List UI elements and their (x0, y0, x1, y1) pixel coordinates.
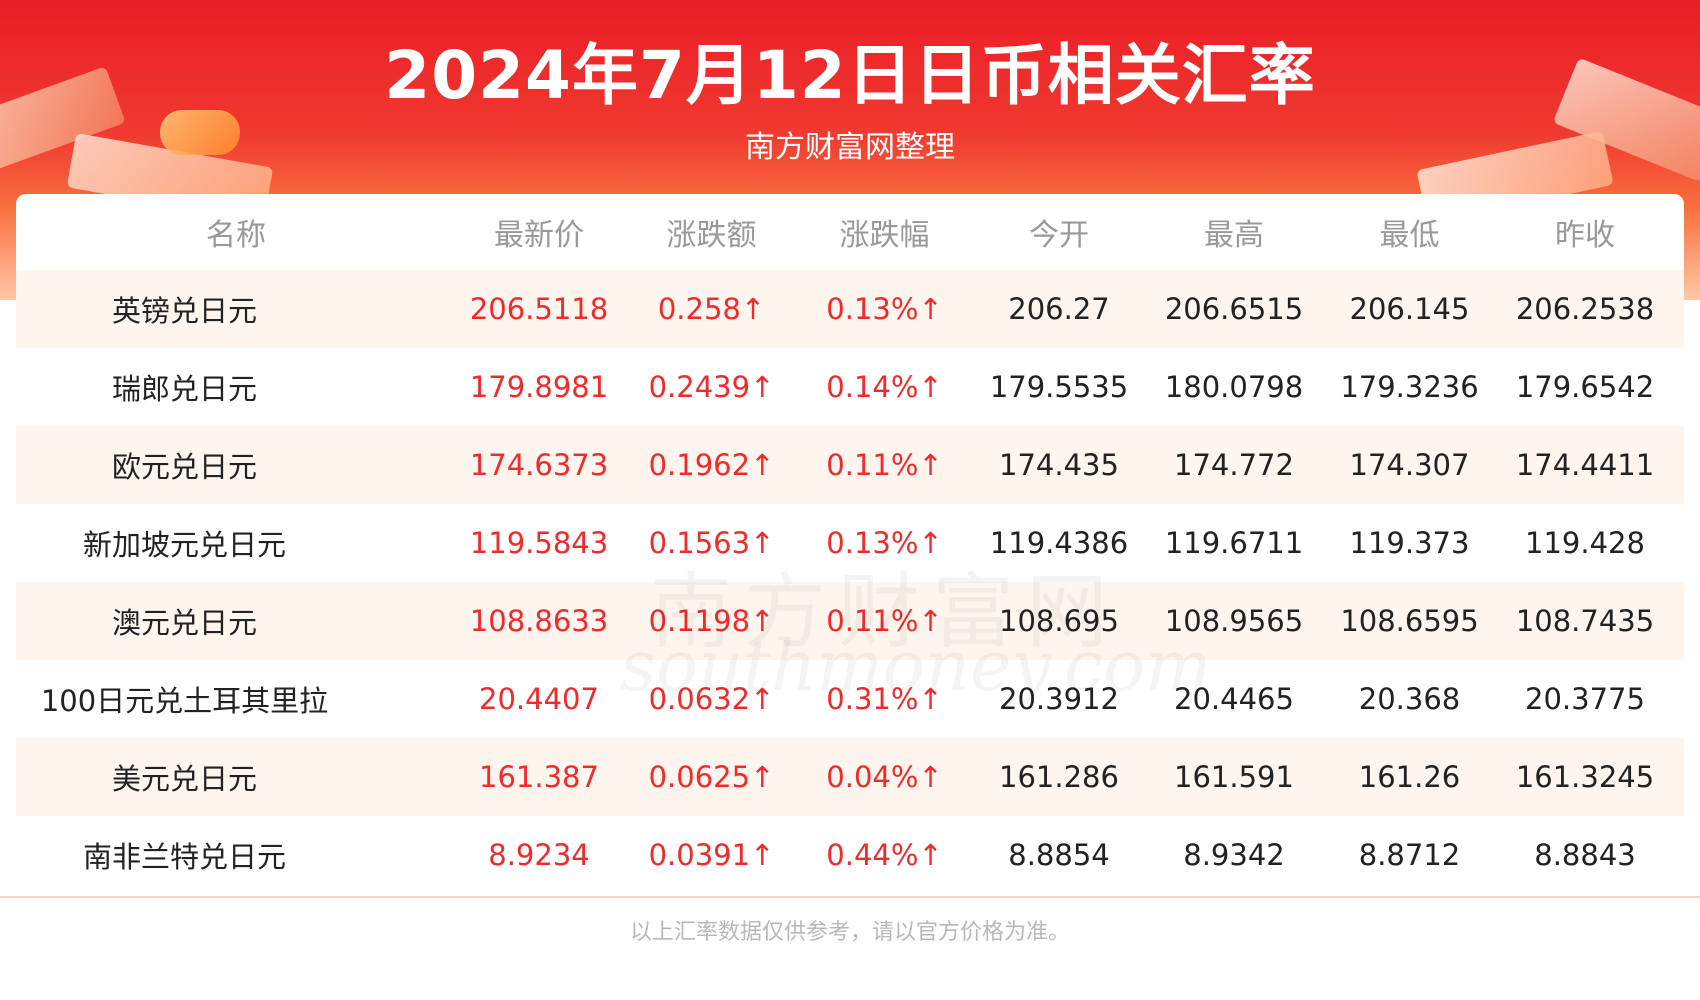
high-price: 174.772 (1174, 448, 1294, 482)
change-percent: 0.14%↑ (826, 370, 943, 404)
change-percent: 0.13%↑ (826, 292, 943, 326)
low-price: 8.8712 (1358, 838, 1461, 872)
latest-price: 174.6373 (469, 448, 609, 482)
open-price: 206.27 (1008, 292, 1110, 326)
prev-close-price: 174.4411 (1515, 448, 1655, 482)
rates-table: 名称 最新价 涨跌额 涨跌幅 今开 最高 最低 昨收 英镑兑日元 206.511… (16, 194, 1684, 894)
table-row: 瑞郎兑日元 179.8981 0.2439↑ 0.14%↑ 179.5535 1… (16, 348, 1684, 426)
low-price: 206.145 (1349, 292, 1470, 326)
open-price: 8.8854 (1008, 838, 1110, 872)
currency-pair-name: 英镑兑日元 (111, 294, 257, 328)
table-row: 欧元兑日元 174.6373 0.1962↑ 0.11%↑ 174.435 17… (16, 426, 1684, 504)
column-header-open: 今开 (1029, 218, 1089, 253)
change-percent: 0.11%↑ (826, 604, 943, 638)
currency-pair-name: 新加坡元兑日元 (82, 528, 286, 562)
open-price: 161.286 (999, 760, 1119, 794)
table-row: 新加坡元兑日元 119.5843 0.1563↑ 0.13%↑ 119.4386… (16, 504, 1684, 582)
prev-close-price: 206.2538 (1515, 292, 1655, 326)
prev-close-price: 20.3775 (1525, 682, 1645, 716)
currency-pair-name: 瑞郎兑日元 (111, 372, 257, 406)
open-price: 179.5535 (989, 370, 1129, 404)
low-price: 174.307 (1349, 448, 1470, 482)
change-amount: 0.0632↑ (648, 682, 775, 716)
column-header-change-pct: 涨跌幅 (839, 218, 930, 253)
latest-price: 119.5843 (469, 526, 609, 560)
currency-pair-name: 欧元兑日元 (111, 450, 257, 484)
open-price: 20.3912 (999, 682, 1119, 716)
change-amount: 0.1962↑ (648, 448, 775, 482)
currency-pair-name: 美元兑日元 (111, 762, 257, 796)
change-amount: 0.0391↑ (648, 838, 775, 872)
low-price: 108.6595 (1340, 604, 1479, 638)
prev-close-price: 108.7435 (1515, 604, 1655, 638)
prev-close-price: 8.8843 (1534, 838, 1636, 872)
decorative-coin (160, 110, 240, 155)
latest-price: 8.9234 (488, 838, 590, 872)
high-price: 180.0798 (1164, 370, 1304, 404)
change-percent: 0.31%↑ (826, 682, 943, 716)
change-percent: 0.04%↑ (826, 760, 943, 794)
low-price: 20.368 (1358, 682, 1461, 716)
prev-close-price: 119.428 (1525, 526, 1645, 560)
page-title: 2024年7月12日日币相关汇率 (384, 37, 1316, 114)
table-row: 南非兰特兑日元 8.9234 0.0391↑ 0.44%↑ 8.8854 8.9… (16, 816, 1684, 894)
latest-price: 179.8981 (469, 370, 609, 404)
prev-close-price: 161.3245 (1515, 760, 1655, 794)
column-header-prev-close: 昨收 (1555, 218, 1615, 253)
table-row: 美元兑日元 161.387 0.0625↑ 0.04%↑ 161.286 161… (16, 738, 1684, 816)
currency-pair-name: 澳元兑日元 (111, 606, 257, 640)
column-header-high: 最高 (1204, 218, 1264, 253)
table-header-row: 名称 最新价 涨跌额 涨跌幅 今开 最高 最低 昨收 (16, 194, 1684, 270)
table-row: 澳元兑日元 108.8633 0.1198↑ 0.11%↑ 108.695 10… (16, 582, 1684, 660)
currency-pair-name: 南非兰特兑日元 (82, 840, 286, 874)
high-price: 206.6515 (1164, 292, 1304, 326)
change-amount: 0.0625↑ (648, 760, 775, 794)
latest-price: 108.8633 (469, 604, 609, 638)
change-amount: 0.1198↑ (648, 604, 775, 638)
table-row: 100日元兑土耳其里拉 20.4407 0.0632↑ 0.31%↑ 20.39… (16, 660, 1684, 738)
high-price: 20.4465 (1174, 682, 1294, 716)
low-price: 161.26 (1358, 760, 1461, 794)
high-price: 161.591 (1174, 760, 1294, 794)
column-header-latest: 最新价 (494, 218, 584, 253)
latest-price: 20.4407 (479, 682, 599, 716)
latest-price: 161.387 (479, 760, 599, 794)
change-percent: 0.44%↑ (826, 838, 943, 872)
low-price: 179.3236 (1340, 370, 1479, 404)
column-header-low: 最低 (1379, 218, 1440, 253)
page-subtitle: 南方财富网整理 (745, 130, 955, 165)
table-body: 英镑兑日元 206.5118 0.258↑ 0.13%↑ 206.27 206.… (16, 270, 1684, 894)
high-price: 8.9342 (1183, 838, 1285, 872)
prev-close-price: 179.6542 (1515, 370, 1655, 404)
disclaimer-note: 以上汇率数据仅供参考，请以官方价格为准。 (629, 920, 1070, 945)
footer-divider (0, 896, 1700, 898)
currency-pair-name: 100日元兑土耳其里拉 (40, 684, 329, 718)
low-price: 119.373 (1349, 526, 1470, 560)
column-header-name: 名称 (206, 218, 266, 253)
latest-price: 206.5118 (469, 292, 609, 326)
change-amount: 0.258↑ (657, 292, 766, 326)
change-percent: 0.13%↑ (826, 526, 943, 560)
open-price: 108.695 (999, 604, 1119, 638)
high-price: 108.9565 (1164, 604, 1304, 638)
high-price: 119.6711 (1164, 526, 1304, 560)
change-percent: 0.11%↑ (826, 448, 943, 482)
table-row: 英镑兑日元 206.5118 0.258↑ 0.13%↑ 206.27 206.… (16, 270, 1684, 348)
change-amount: 0.2439↑ (648, 370, 775, 404)
open-price: 119.4386 (989, 526, 1129, 560)
column-header-change: 涨跌额 (666, 218, 757, 253)
open-price: 174.435 (999, 448, 1119, 482)
change-amount: 0.1563↑ (648, 526, 775, 560)
